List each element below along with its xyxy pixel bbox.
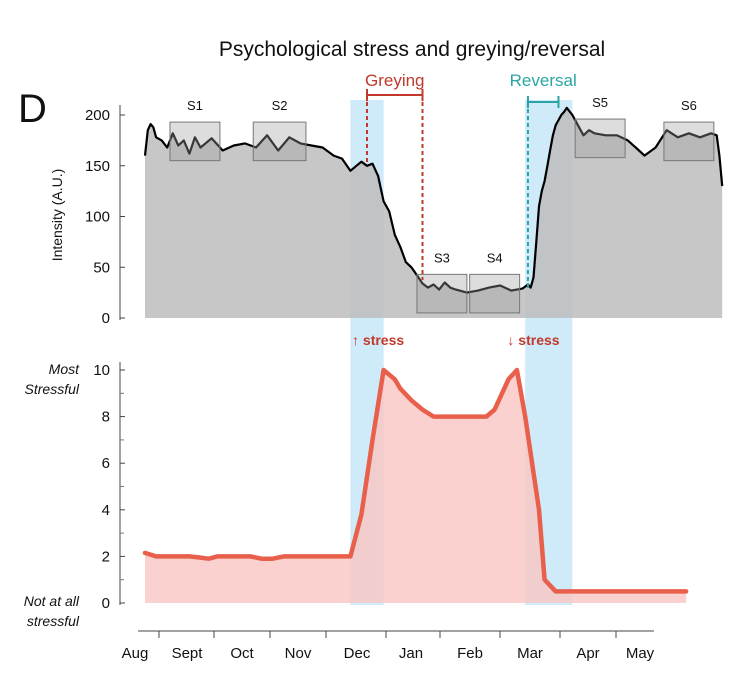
stress-area <box>142 367 689 603</box>
stress-tick-label-8: 8 <box>102 409 110 426</box>
stress-tick-label-6: 6 <box>102 455 110 472</box>
month-label-may: May <box>626 645 655 662</box>
intensity-tick-label-200: 200 <box>85 107 110 124</box>
intensity-tick-label-50: 50 <box>93 259 110 276</box>
most-stressful-label-line1: Most <box>49 361 80 377</box>
sample-label-s2: S2 <box>272 98 288 113</box>
stress-up-label: ↑ stress <box>352 332 404 348</box>
sample-box-s6 <box>663 121 715 162</box>
intensity-tick-label-150: 150 <box>85 158 110 175</box>
chart-title: Psychological stress and greying/reversa… <box>219 38 605 61</box>
sample-box-s3 <box>416 273 468 314</box>
month-label-mar: Mar <box>517 645 543 662</box>
intensity-tick-label-100: 100 <box>85 209 110 226</box>
intensity-axis-label: Intensity (A.U.) <box>49 169 65 262</box>
month-label-feb: Feb <box>457 645 483 662</box>
stress-line <box>142 367 689 594</box>
not-stressful-label-line2: stressful <box>27 613 80 629</box>
month-label-nov: Nov <box>285 645 312 662</box>
stress-tick-label-10: 10 <box>93 362 110 379</box>
month-label-dec: Dec <box>344 645 371 662</box>
month-label-aug: Aug <box>122 645 149 662</box>
greying-reversal-annotations: Greying Reversal ↑ stress ↓ stress <box>352 71 577 348</box>
intensity-tick-label-0: 0 <box>102 310 110 327</box>
stress-down-label: ↓ stress <box>507 332 559 348</box>
panel-label: D <box>18 87 47 131</box>
greying-label: Greying <box>365 71 425 90</box>
sample-label-s3: S3 <box>434 250 450 265</box>
sample-boxes: S1 S2 S3 S4 S5 S6 <box>169 95 715 314</box>
sample-label-s4: S4 <box>487 250 503 265</box>
sample-box-s2 <box>252 121 307 162</box>
intensity-y-axis: 0 50 100 150 200 <box>85 105 125 327</box>
month-label-oct: Oct <box>230 645 254 662</box>
sample-box-s4 <box>469 273 521 314</box>
stress-fill <box>145 370 687 603</box>
sample-label-s5: S5 <box>592 95 608 110</box>
sample-label-s6: S6 <box>681 98 697 113</box>
intensity-line <box>143 106 724 294</box>
not-stressful-label-line1: Not at all <box>24 593 80 609</box>
stress-tick-label-4: 4 <box>102 502 110 519</box>
reversal-label: Reversal <box>510 71 577 90</box>
sample-box-s1 <box>169 121 221 162</box>
stress-tick-label-2: 2 <box>102 548 110 565</box>
month-label-jan: Jan <box>399 645 423 662</box>
stress-y-axis: 0 2 4 6 8 10 <box>93 362 125 612</box>
sample-box-s5 <box>574 118 626 159</box>
most-stressful-label-line2: Stressful <box>25 381 80 397</box>
sample-label-s1: S1 <box>187 98 203 113</box>
month-label-sept: Sept <box>172 645 204 662</box>
stress-tick-label-0: 0 <box>102 595 110 612</box>
month-label-apr: Apr <box>576 645 599 662</box>
month-x-axis: Aug Sept Oct Nov Dec Jan Feb Mar Apr May <box>122 630 655 662</box>
